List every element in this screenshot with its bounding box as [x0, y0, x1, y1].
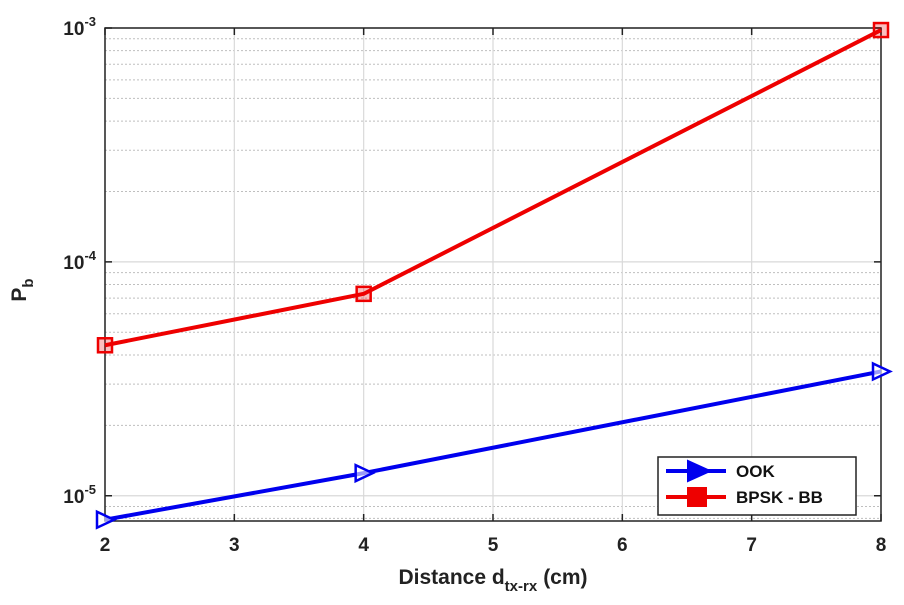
data-point-ook — [95, 509, 117, 530]
series — [95, 21, 893, 530]
x-tick-label: 6 — [617, 535, 628, 556]
x-axis-label: Distance dtx-rx (cm) — [398, 566, 587, 595]
y-tick-label: 10-5 — [63, 482, 96, 508]
legend-item-bpsk-bb: BPSK - BB — [666, 487, 823, 507]
x-tick-label: 7 — [746, 535, 757, 556]
y-tick-label: 10-4 — [63, 248, 96, 274]
x-tick-label: 8 — [876, 535, 887, 556]
legend-bpsk-bb-marker — [687, 487, 707, 507]
y-axis-label: Pb — [8, 278, 37, 301]
x-tick-label: 3 — [229, 535, 240, 556]
data-point-ook — [354, 463, 376, 484]
legend-item-ook: OOK — [666, 459, 775, 483]
x-tick-label: 5 — [488, 535, 499, 556]
data-point-bpsk-bb — [96, 337, 114, 354]
series-line-bpsk-bb — [104, 28, 882, 348]
x-tick-label: 2 — [100, 535, 111, 556]
data-point-bpsk-bb — [872, 21, 890, 39]
data-point-bpsk-bb — [355, 285, 372, 303]
legend: OOK BPSK - BB — [657, 456, 857, 516]
y-tick-label: 10-3 — [63, 14, 96, 40]
legend-ook-label: OOK — [736, 462, 775, 481]
series-bpsk-bb — [96, 21, 890, 354]
x-tick-label: 4 — [358, 535, 369, 556]
legend-ook-marker — [687, 459, 713, 483]
legend-bpsk-bb-label: BPSK - BB — [736, 488, 823, 507]
data-point-ook — [871, 361, 893, 382]
series-ook — [95, 361, 893, 530]
